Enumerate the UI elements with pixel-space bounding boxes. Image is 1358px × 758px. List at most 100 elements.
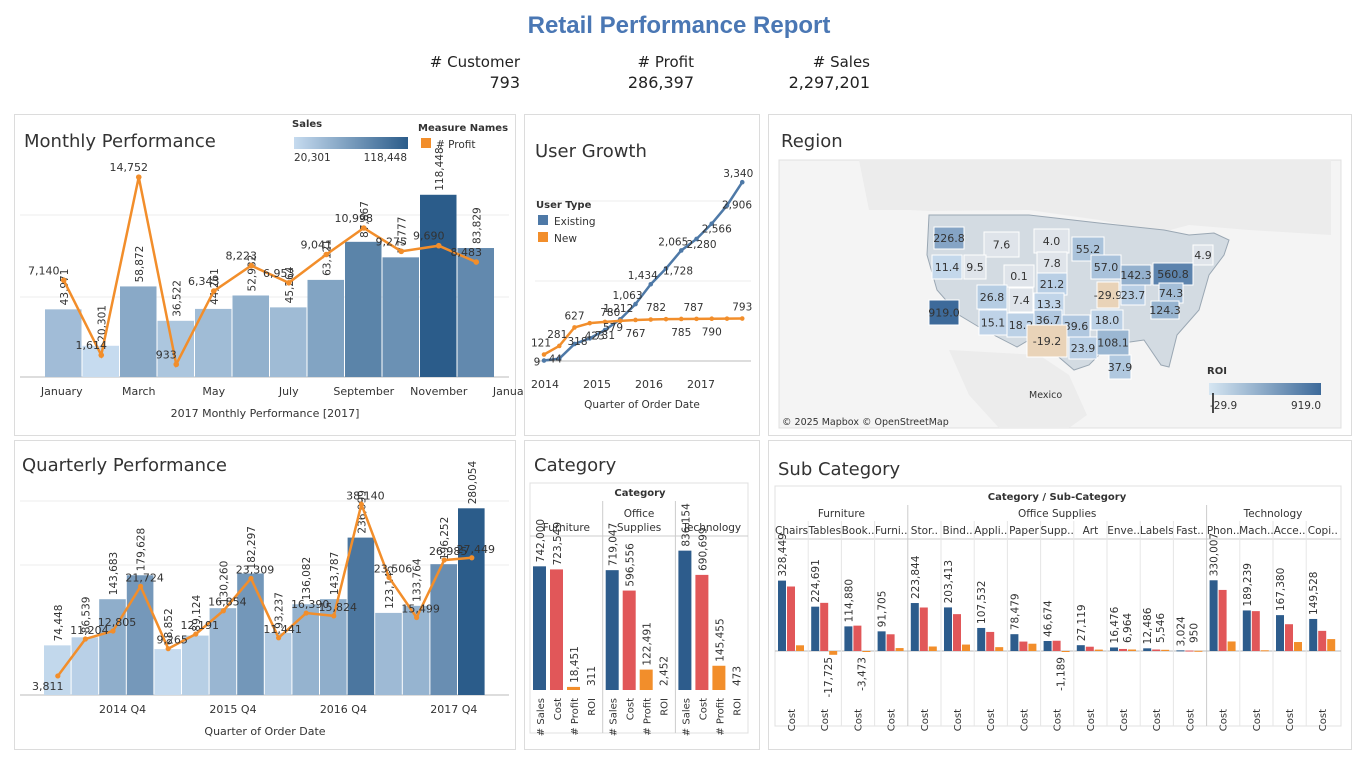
quarterly-sales-label: 280,054 (467, 461, 479, 505)
growth-new-point (541, 352, 547, 357)
subcat-axis-tick: Cost (887, 709, 898, 731)
region-state-shape (976, 284, 1008, 310)
subcat-axis-tick: Cost (853, 709, 864, 731)
quarterly-profit-label: 16,390 (291, 598, 330, 611)
monthly-profit-point (323, 251, 330, 258)
kpi-sales-label: # Sales (812, 53, 870, 71)
region-state-roi-label: 7.8 (1043, 257, 1061, 270)
subcat-profit-label: -1,189 (1056, 657, 1068, 691)
subcat-profit-label: 950 (1188, 623, 1200, 643)
region-legend-title: ROI (1207, 366, 1227, 377)
subcat-bar (829, 651, 838, 655)
subcat-bar (1128, 649, 1136, 651)
subcat-bar-label: 46,674 (1043, 600, 1055, 637)
subcat-name-label: Furni.. (875, 525, 908, 537)
quarterly-profit-label: 16,854 (208, 596, 247, 609)
category-measure-tick: Cost (553, 698, 564, 720)
growth-existing-point (678, 248, 684, 253)
category-bar-label: 690,699 (697, 527, 709, 570)
subcat-bar (1110, 647, 1118, 651)
region-legend-min: -29.9 (1210, 400, 1237, 412)
subcat-profit-label: 5,546 (1155, 613, 1167, 643)
quarterly-profit-point (220, 608, 226, 614)
quarterly-x-tick: 2016 Q4 (320, 703, 367, 716)
category-bar (639, 669, 653, 690)
region-state-roi-label: 18.0 (1095, 314, 1120, 327)
growth-existing-point (602, 327, 608, 333)
growth-existing-point (724, 203, 730, 208)
region-state-roi-label: -19.2 (1033, 335, 1061, 348)
quarterly-profit-label: 11,441 (263, 623, 302, 636)
growth-existing-point (739, 179, 745, 185)
growth-new-point (617, 318, 623, 324)
subcat-bar-label: 78,479 (1009, 593, 1021, 630)
quarterly-profit-line (56, 500, 472, 677)
quarterly-profit-point (110, 628, 116, 634)
kpi-customer-value: 793 (489, 73, 520, 92)
monthly-sales-label: 83,829 (471, 207, 483, 244)
monthly-legend-sales-title: Sales (292, 119, 322, 130)
monthly-performance-panel: Monthly Performance 43,971 20,301 58,872 36… (14, 114, 535, 436)
growth-new-label: 790 (702, 327, 722, 339)
region-state-shape (963, 254, 987, 280)
monthly-profit-point (398, 248, 405, 255)
region-state-roi-label: 560.8 (1157, 268, 1189, 281)
growth-x-tick: 2017 (687, 378, 715, 391)
subcat-name-label: Chairs (775, 525, 808, 537)
category-measure-tick: # Sales (536, 698, 547, 736)
monthly-sales-label: 77,777 (396, 217, 408, 254)
region-map[interactable]: Mexico 226.8 7.6 4.0 55.2 11.4 9.5 57.0 0.1 7.8 21… (769, 115, 1351, 435)
region-mexico-land (949, 350, 1087, 428)
subcat-bar-label: 328,449 (777, 533, 789, 576)
quarterly-profit-point (414, 614, 420, 621)
monthly-sales-bar (232, 295, 269, 377)
growth-existing-point (694, 236, 699, 242)
growth-existing-point (541, 358, 547, 363)
growth-existing-label: 1,728 (663, 266, 693, 278)
region-state-roi-label: 108.1 (1097, 337, 1129, 350)
subcat-bar (895, 648, 904, 651)
region-state-roi-label: 142.3 (1120, 269, 1152, 282)
subcat-bar (1185, 650, 1194, 652)
subcat-bar-label: 189,239 (1242, 563, 1254, 606)
monthly-sales-label: 36,522 (171, 280, 183, 317)
subcat-bar (944, 607, 952, 651)
growth-new-point (694, 316, 699, 322)
subcat-bar (1276, 615, 1284, 651)
growth-existing-point (648, 281, 654, 287)
category-group-label: Furniture (543, 522, 590, 534)
category-measure-tick: # Profit (570, 698, 581, 736)
subcat-bar (1176, 650, 1185, 652)
quarterly-profit-label: 3,811 (32, 680, 64, 693)
subcat-name-label: Bind.. (943, 525, 973, 537)
quarterly-profit-point (55, 673, 61, 679)
category-bar-label: 18,451 (569, 646, 581, 683)
growth-existing-label: 2,065 (658, 236, 688, 248)
region-legend-ramp (1209, 383, 1321, 395)
quarterly-x-tick: 2014 Q4 (99, 703, 146, 716)
subcat-bar-label: 224,691 (810, 559, 822, 602)
quarterly-sales-label: 236,099 (356, 490, 368, 533)
subcat-profit-label: -17,725 (823, 657, 835, 698)
growth-new-point (572, 325, 577, 330)
category-measure-tick: Cost (698, 698, 709, 720)
quarterly-performance-chart: 74,448 86,539 143,683 179,628 68,852 89,124 13… (20, 461, 509, 738)
quarterly-profit-label: 27,449 (457, 543, 496, 556)
subcat-bar (1260, 650, 1269, 652)
region-panel: Region Mexico 226.8 7.6 4.0 55.2 11.4 9.5 57.0 0… (768, 114, 1352, 436)
region-state-roi-label: 11.4 (935, 261, 960, 274)
category-bar-label: 122,491 (642, 622, 654, 665)
subcat-bar (1285, 624, 1293, 651)
subcat-bar (953, 614, 961, 651)
category-bar (622, 590, 636, 690)
growth-existing-point (663, 266, 669, 271)
region-state-roi-label: 26.8 (980, 291, 1005, 304)
subcat-axis-tick: Cost (1252, 709, 1263, 731)
growth-new-line (543, 317, 743, 356)
quarterly-sales-label: 130,260 (218, 561, 230, 604)
monthly-sales-label: 58,872 (134, 246, 146, 283)
subcat-name-label: Tables (807, 525, 841, 537)
monthly-profit-label: 10,998 (335, 212, 374, 225)
quarterly-sales-label: 179,628 (136, 528, 148, 571)
